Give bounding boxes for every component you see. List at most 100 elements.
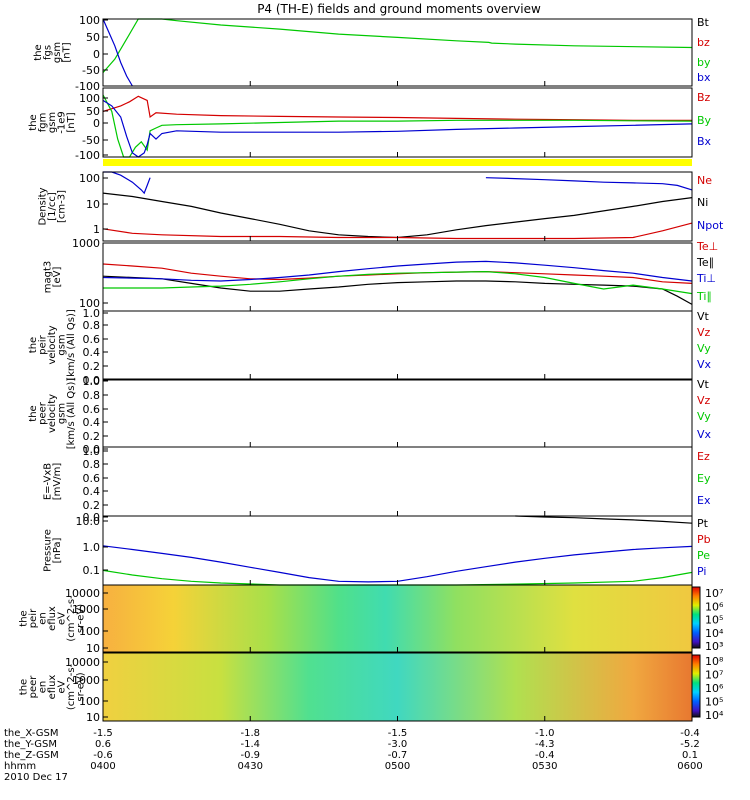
xaxis-row-label: hhmm xyxy=(4,761,36,772)
peir_velocity-ylabel-line: [km/s (All Qs)] xyxy=(66,309,77,381)
magt3-legend-3: Ti⊥ xyxy=(696,272,716,285)
fgm-legend-2: By xyxy=(697,114,712,127)
peir_velocity-ylabel-line: peir xyxy=(38,334,49,354)
xaxis-value: 0600 xyxy=(677,761,702,772)
peer_en_eflux-colorbar-tick: 10⁵ xyxy=(705,696,723,709)
e_vxb-ylabel-line: [mV/m] xyxy=(52,463,63,501)
peir_en_eflux-ylabel-line: (cm^2-s- xyxy=(66,595,77,642)
pressure-series-black xyxy=(515,515,693,524)
peir_en_eflux-colorbar-tick: 10⁵ xyxy=(705,614,723,627)
e_vxb-legend-1: Ez xyxy=(697,450,710,463)
magt3-ytick-label: 100 xyxy=(79,297,100,310)
peer_velocity-legend-2: Vz xyxy=(697,394,711,407)
fgm-ytick-label: -50 xyxy=(82,134,100,147)
peir_en_eflux-colorbar-tick: 10⁴ xyxy=(705,627,724,640)
peir_en_eflux-ytick-label: 1000 xyxy=(72,603,100,616)
peer_velocity-ytick-label: 0.2 xyxy=(83,430,101,443)
density-series-blue xyxy=(103,171,151,195)
pressure-ylabel-line: [nPa] xyxy=(52,537,63,563)
magt3-ylabel-line: [eV] xyxy=(52,267,63,288)
peer_en_eflux-ytick-label: 10000 xyxy=(65,656,100,669)
peir_velocity-legend-1: Vt xyxy=(697,310,710,323)
peer_velocity-ytick-label: 1.0 xyxy=(83,375,101,388)
peer_velocity-ylabel-line: peer xyxy=(38,401,49,425)
fgm-ylabel-line: fgm xyxy=(38,113,49,133)
density-series-black xyxy=(102,192,693,239)
fgm-series-red xyxy=(102,95,692,121)
peir_en_eflux-ylabel: thepeirenefluxeV(cm^2-s-sr-eV) xyxy=(19,595,87,642)
e_vxb-ytick-label: 0.2 xyxy=(83,499,101,512)
peer_en_eflux-ylabel-line: eflux xyxy=(47,675,58,700)
peir_velocity-frame xyxy=(102,310,693,380)
density-series-blue xyxy=(485,177,693,191)
peer_en_eflux-colorbar-tick: 10⁷ xyxy=(705,669,723,682)
magt3-legend-2: Te∥ xyxy=(696,256,714,269)
peer_en_eflux-ytick-label: 100 xyxy=(79,695,100,708)
peer_en_eflux-spectrogram xyxy=(103,653,692,721)
xaxis-value: -0.4 xyxy=(680,728,700,739)
peer_en_eflux-ytick-label: 10 xyxy=(86,711,100,724)
fgs-ylabel-line: gsm xyxy=(52,42,63,63)
peer_en_eflux-ytick-label: 1000 xyxy=(72,674,100,687)
e_vxb-frame xyxy=(102,446,693,517)
e_vxb-ylabel-line: E=-VxB xyxy=(42,463,53,500)
fgm-ytick-label: 50 xyxy=(86,105,100,118)
density-ytick-label: 1 xyxy=(93,223,100,236)
peer_velocity-frame xyxy=(102,379,693,448)
fgs-legend-4: bx xyxy=(697,71,711,84)
xaxis-value: 0.6 xyxy=(95,739,111,750)
fgm-ytick-label: 100 xyxy=(79,92,100,105)
xaxis-value: 0.1 xyxy=(682,750,698,761)
pressure-legend-1: Pt xyxy=(697,517,709,530)
e_vxb-ytick-label: 1.0 xyxy=(83,445,101,458)
fgs-frame xyxy=(102,18,693,87)
peer_velocity-ylabel-line: [km/s (All Qs)] xyxy=(66,378,77,450)
xaxis-row-label: the_X-GSM xyxy=(4,728,58,739)
peer_en_eflux-colorbar-tick: 10⁸ xyxy=(705,655,724,668)
peir_velocity-ylabel-line: gsm xyxy=(57,334,68,355)
e_vxb-ytick-label: 0.4 xyxy=(83,485,101,498)
xaxis-value: -0.6 xyxy=(93,750,113,761)
xaxis-row-label: the_Y-GSM xyxy=(4,739,57,750)
peer_en_eflux-ylabel-line: peer xyxy=(28,675,39,699)
magt3-ytick-label: 1000 xyxy=(72,237,100,250)
peir_en_eflux-colorbar xyxy=(691,586,701,649)
peer_velocity-legend-1: Vt xyxy=(697,378,710,391)
magt3-ylabel: magt3[eV] xyxy=(42,261,63,294)
density-ytick-label: 100 xyxy=(79,172,100,185)
xaxis-value: -1.4 xyxy=(240,739,260,750)
peer_velocity-ytick-label: 0.4 xyxy=(83,416,101,429)
fgs-legend-3: by xyxy=(697,56,711,69)
fgs-legend-2: bz xyxy=(697,36,710,49)
fgm-ytick-label: 0 xyxy=(93,117,100,130)
peir_en_eflux-ylabel-line: en xyxy=(38,612,49,625)
pressure-ytick-label: 1.0 xyxy=(83,541,101,554)
fgm-frame xyxy=(102,87,693,158)
xaxis-value: -4.3 xyxy=(535,739,555,750)
peer_en_eflux-colorbar-tick: 10⁶ xyxy=(705,682,724,695)
peir_en_eflux-colorbar-tick: 10⁷ xyxy=(705,587,723,600)
peer_en_eflux-colorbar-tick: 10⁴ xyxy=(705,709,724,722)
peir_velocity-ylabel: thepeirvelocitygsm[km/s (All Qs)] xyxy=(28,309,77,381)
density-legend-3: Npot xyxy=(697,219,724,232)
peer_velocity-ylabel-line: velocity xyxy=(47,394,58,433)
peer_velocity-ytick-label: 0.8 xyxy=(83,389,101,402)
pressure-ytick-label: 0.1 xyxy=(83,564,101,577)
magt3-ylabel-line: magt3 xyxy=(42,261,53,294)
peir_en_eflux-ytick-label: 10 xyxy=(86,642,100,655)
peir_velocity-ytick-label: 0.4 xyxy=(83,346,101,359)
peer_velocity-legend-3: Vy xyxy=(697,410,711,423)
peir_en_eflux-ytick-label: 10000 xyxy=(65,587,100,600)
fgm-series-blue xyxy=(102,99,693,158)
e_vxb-ylabel: E=-VxB[mV/m] xyxy=(42,463,63,501)
e_vxb-ytick-label: 0.6 xyxy=(83,472,101,485)
pressure-series-blue xyxy=(102,545,693,583)
peir_en_eflux-ylabel-line: eflux xyxy=(47,606,58,631)
peer_velocity-ytick-label: 0.0 xyxy=(83,443,101,456)
peer_en_eflux-ylabel-line: sr-eV) xyxy=(76,672,87,701)
xaxis-value: -3.0 xyxy=(388,739,408,750)
peir_velocity-legend-4: Vx xyxy=(697,358,712,371)
peir_velocity-ytick-label: 0.0 xyxy=(83,374,101,387)
peer_en_eflux-ylabel: thepeerenefluxeV(cm^2-s-sr-eV) xyxy=(19,663,87,710)
